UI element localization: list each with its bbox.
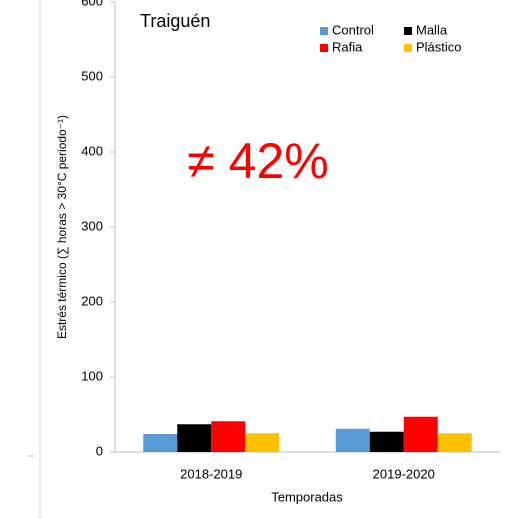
bar bbox=[403, 416, 438, 452]
y-axis-label: Estrés térmico (∑ horas > 30°C periodo⁻¹… bbox=[55, 115, 69, 339]
x-axis-label: Temporadas bbox=[271, 489, 343, 504]
legend-label: Plástico bbox=[416, 39, 462, 54]
legend-swatch bbox=[404, 27, 412, 35]
bar bbox=[335, 428, 370, 452]
y-tick-label: 100 bbox=[81, 368, 103, 383]
bar bbox=[245, 433, 280, 452]
annotation: ≠ 42% bbox=[187, 133, 328, 189]
x-tick-label: 2019-2020 bbox=[373, 466, 435, 481]
bar bbox=[437, 433, 472, 452]
legend-swatch bbox=[320, 27, 328, 35]
legend-swatch bbox=[320, 44, 328, 52]
y-tick-label: 400 bbox=[81, 143, 103, 158]
y-tick-label: 300 bbox=[81, 218, 103, 233]
chart-title: Traiguén bbox=[140, 11, 210, 31]
y-tick-label: 200 bbox=[81, 293, 103, 308]
legend-label: Control bbox=[332, 22, 374, 37]
legend-label: Malla bbox=[416, 22, 448, 37]
y-tick-label: 600 bbox=[81, 0, 103, 8]
x-tick-label: 2018-2019 bbox=[180, 466, 242, 481]
bar bbox=[177, 424, 212, 452]
legend-label: Rafia bbox=[332, 39, 363, 54]
bar bbox=[211, 421, 246, 452]
bar bbox=[143, 434, 178, 452]
bar bbox=[369, 431, 404, 452]
y-tick-label: 0 bbox=[96, 443, 103, 458]
y-tick-label: 500 bbox=[81, 68, 103, 83]
legend-swatch bbox=[404, 44, 412, 52]
